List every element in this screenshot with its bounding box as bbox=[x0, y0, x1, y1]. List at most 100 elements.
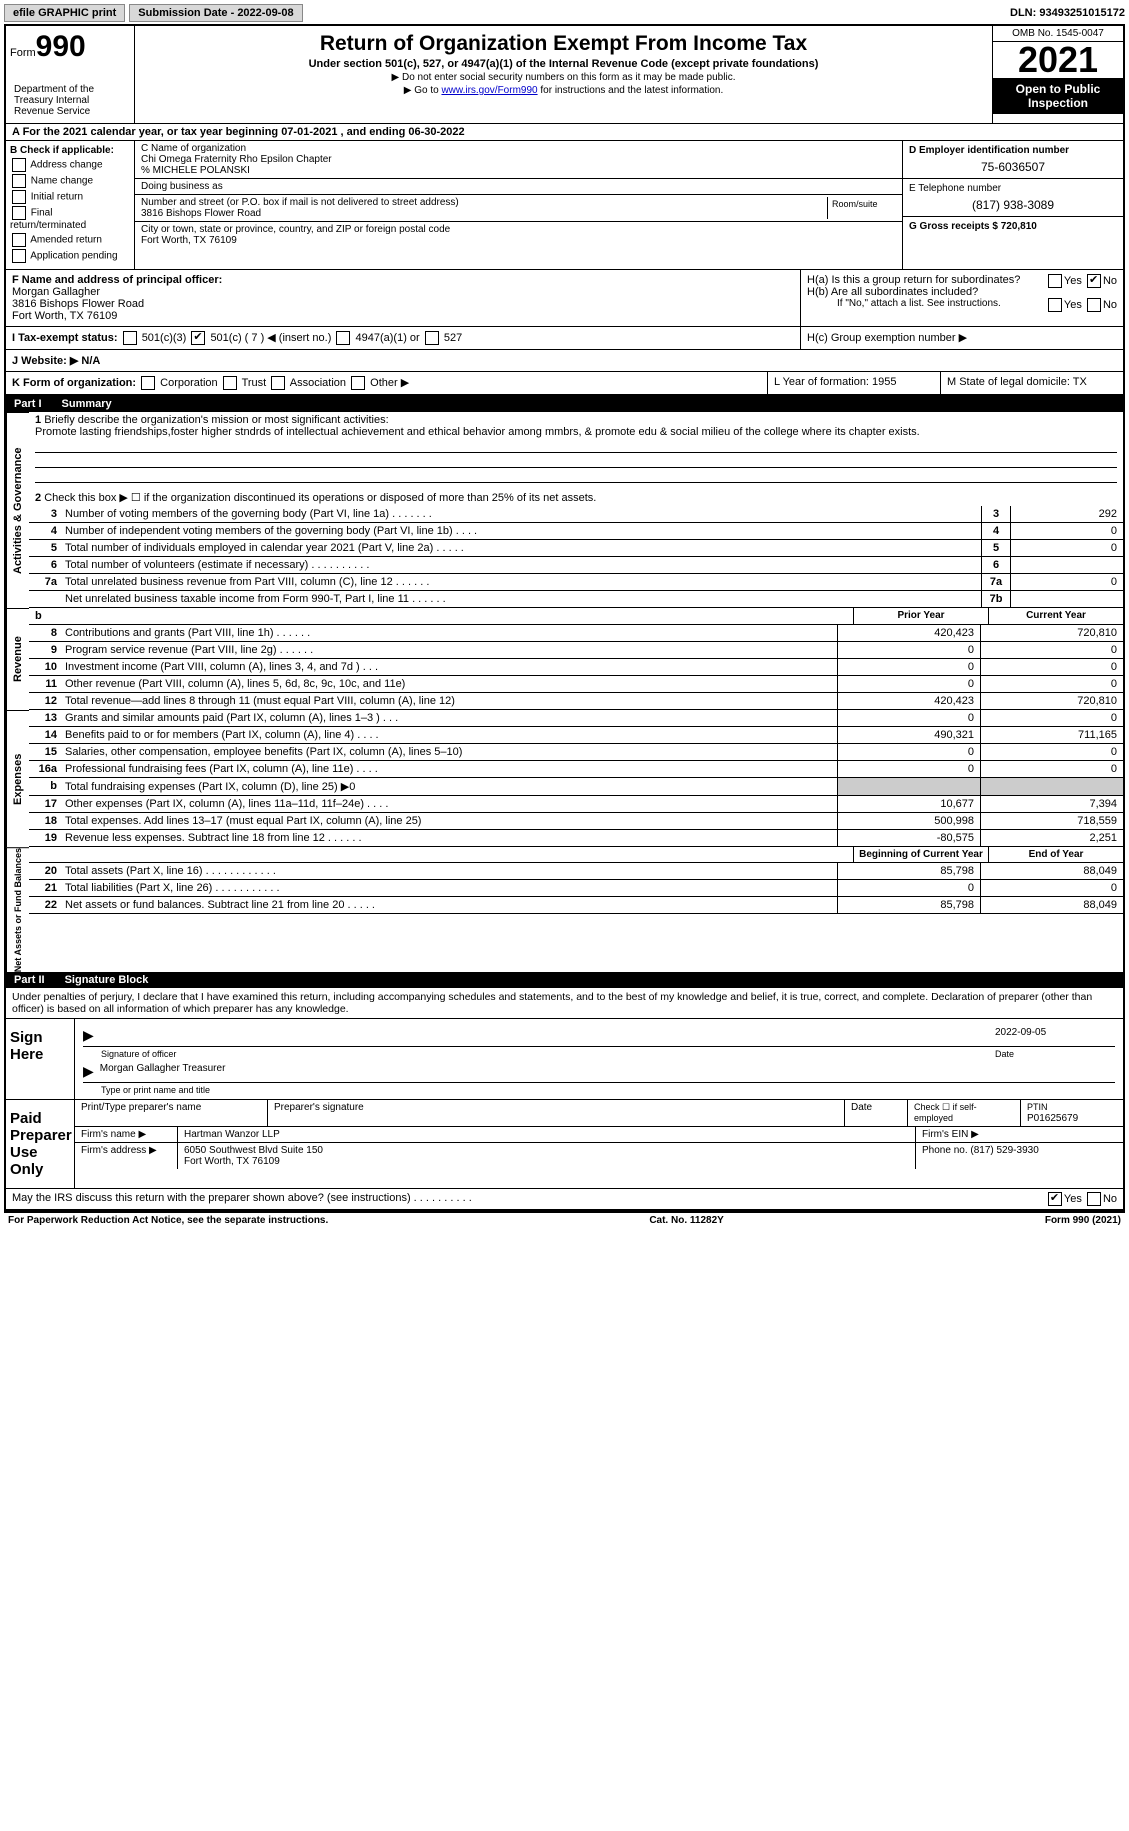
summary-line: 20Total assets (Part X, line 16) . . . .… bbox=[29, 863, 1123, 880]
inspection-label: Open to Public Inspection bbox=[993, 78, 1123, 114]
revenue-section: Revenue b Prior Year Current Year 8Contr… bbox=[6, 608, 1123, 710]
col-d: D Employer identification number 75-6036… bbox=[903, 141, 1123, 269]
note-link: ▶ Go to www.irs.gov/Form990 for instruct… bbox=[143, 85, 984, 96]
check-pending[interactable]: Application pending bbox=[10, 249, 130, 263]
dept: Department of the Treasury Internal Reve… bbox=[10, 82, 130, 119]
summary-line: 17Other expenses (Part IX, column (A), l… bbox=[29, 796, 1123, 813]
form-number: 990 bbox=[36, 30, 86, 63]
care-of: % MICHELE POLANSKI bbox=[141, 165, 896, 176]
ptin: P01625679 bbox=[1027, 1113, 1078, 1124]
col-l: L Year of formation: 1955 bbox=[768, 372, 941, 394]
perjury-text: Under penalties of perjury, I declare th… bbox=[6, 988, 1123, 1018]
expense-section: Expenses 13Grants and similar amounts pa… bbox=[6, 710, 1123, 847]
irs-link[interactable]: www.irs.gov/Form990 bbox=[441, 85, 537, 96]
col-i: I Tax-exempt status: 501(c)(3) 501(c) ( … bbox=[6, 327, 801, 349]
firm-name: Hartman Wanzor LLP bbox=[178, 1127, 916, 1142]
summary-line: 19Revenue less expenses. Subtract line 1… bbox=[29, 830, 1123, 847]
sign-here-label: Sign Here bbox=[6, 1019, 75, 1099]
footer: For Paperwork Reduction Act Notice, see … bbox=[4, 1213, 1125, 1228]
col-b-header: B Check if applicable: bbox=[10, 145, 114, 156]
phone: (817) 938-3089 bbox=[909, 198, 1117, 212]
arrow-icon: ▶ bbox=[83, 1063, 94, 1080]
summary-line: 15Salaries, other compensation, employee… bbox=[29, 744, 1123, 761]
summary-line: Net unrelated business taxable income fr… bbox=[29, 591, 1123, 608]
form-box: Form990 Department of the Treasury Inter… bbox=[6, 26, 135, 123]
footer-center: Cat. No. 11282Y bbox=[649, 1215, 723, 1226]
part-1-header: Part I Summary bbox=[6, 396, 1123, 412]
row-fh: F Name and address of principal officer:… bbox=[6, 270, 1123, 327]
summary-line: bTotal fundraising expenses (Part IX, co… bbox=[29, 778, 1123, 796]
footer-left: For Paperwork Reduction Act Notice, see … bbox=[8, 1215, 328, 1226]
firm-address: 6050 Southwest Blvd Suite 150Fort Worth,… bbox=[178, 1143, 916, 1169]
gross-row: G Gross receipts $ 720,810 bbox=[903, 217, 1123, 236]
check-name[interactable]: Name change bbox=[10, 174, 130, 188]
form-label: Form bbox=[10, 47, 36, 59]
col-m: M State of legal domicile: TX bbox=[941, 372, 1123, 394]
submission-date: Submission Date - 2022-09-08 bbox=[129, 4, 302, 22]
preparer-grid: Print/Type preparer's name Preparer's si… bbox=[75, 1100, 1123, 1188]
side-governance: Activities & Governance bbox=[6, 412, 29, 608]
mission-text: Promote lasting friendships,foster highe… bbox=[35, 426, 920, 438]
side-expenses: Expenses bbox=[6, 710, 29, 847]
year-box: OMB No. 1545-0047 2021 Open to Public In… bbox=[992, 26, 1123, 123]
col-b: B Check if applicable: Address change Na… bbox=[6, 141, 135, 269]
officer-name: Morgan Gallagher bbox=[12, 286, 100, 298]
tax-year: 2021 bbox=[993, 42, 1123, 78]
preparer-phone: Phone no. (817) 529-3930 bbox=[916, 1143, 1123, 1169]
footer-right: Form 990 (2021) bbox=[1045, 1215, 1121, 1226]
officer-street: 3816 Bishops Flower Road bbox=[12, 298, 144, 310]
row-ih: I Tax-exempt status: 501(c)(3) 501(c) ( … bbox=[6, 327, 1123, 350]
line-1: 1 Briefly describe the organization's mi… bbox=[29, 412, 1123, 489]
summary-line: 8Contributions and grants (Part VIII, li… bbox=[29, 625, 1123, 642]
street: 3816 Bishops Flower Road bbox=[141, 208, 827, 219]
form-subtitle: Under section 501(c), 527, or 4947(a)(1)… bbox=[143, 58, 984, 70]
col-hc: H(c) Group exemption number ▶ bbox=[801, 327, 1123, 349]
efile-button[interactable]: efile GRAPHIC print bbox=[4, 4, 125, 22]
line-2: 2 Check this box ▶ ☐ if the organization… bbox=[29, 489, 1123, 506]
row-klm: K Form of organization: Corporation Trus… bbox=[6, 372, 1123, 396]
city-row: City or town, state or province, country… bbox=[135, 222, 902, 248]
check-final[interactable]: Final return/terminated bbox=[10, 206, 130, 231]
check-amended[interactable]: Amended return bbox=[10, 233, 130, 247]
summary-line: 9Program service revenue (Part VIII, lin… bbox=[29, 642, 1123, 659]
col-c: C Name of organization Chi Omega Fratern… bbox=[135, 141, 903, 269]
topbar: efile GRAPHIC print Submission Date - 20… bbox=[4, 4, 1125, 22]
summary-line: 18Total expenses. Add lines 13–17 (must … bbox=[29, 813, 1123, 830]
org-name-row: C Name of organization Chi Omega Fratern… bbox=[135, 141, 902, 179]
ein: 75-6036507 bbox=[909, 160, 1117, 174]
sign-content: ▶ 2022-09-05 Signature of officerDate ▶ … bbox=[75, 1019, 1123, 1099]
summary-line: 7aTotal unrelated business revenue from … bbox=[29, 574, 1123, 591]
officer-city: Fort Worth, TX 76109 bbox=[12, 310, 117, 322]
col-f: F Name and address of principal officer:… bbox=[6, 270, 801, 326]
summary-line: 22Net assets or fund balances. Subtract … bbox=[29, 897, 1123, 914]
summary-line: 13Grants and similar amounts paid (Part … bbox=[29, 710, 1123, 727]
signer-name: Morgan Gallagher Treasurer bbox=[100, 1063, 226, 1080]
header-center: Return of Organization Exempt From Incom… bbox=[135, 26, 992, 123]
ein-row: D Employer identification number 75-6036… bbox=[903, 141, 1123, 179]
summary-line: 3Number of voting members of the governi… bbox=[29, 506, 1123, 523]
side-net: Net Assets or Fund Balances bbox=[6, 847, 29, 972]
summary-line: 10Investment income (Part VIII, column (… bbox=[29, 659, 1123, 676]
discuss-row: May the IRS discuss this return with the… bbox=[6, 1188, 1123, 1211]
dln: DLN: 93493251015172 bbox=[1010, 7, 1125, 19]
row-j: J Website: ▶ N/A bbox=[6, 350, 1123, 372]
summary-line: 12Total revenue—add lines 8 through 11 (… bbox=[29, 693, 1123, 710]
rev-header: b Prior Year Current Year bbox=[29, 608, 1123, 625]
check-initial[interactable]: Initial return bbox=[10, 190, 130, 204]
summary-line: 14Benefits paid to or for members (Part … bbox=[29, 727, 1123, 744]
preparer-label: Paid Preparer Use Only bbox=[6, 1100, 75, 1188]
note-ssn: ▶ Do not enter social security numbers o… bbox=[143, 72, 984, 83]
side-revenue: Revenue bbox=[6, 608, 29, 710]
activities-section: Activities & Governance 1 Briefly descri… bbox=[6, 412, 1123, 608]
summary-line: 16aProfessional fundraising fees (Part I… bbox=[29, 761, 1123, 778]
form-container: Form990 Department of the Treasury Inter… bbox=[4, 24, 1125, 1213]
sign-section: Sign Here ▶ 2022-09-05 Signature of offi… bbox=[6, 1018, 1123, 1099]
dba-row: Doing business as bbox=[135, 179, 902, 195]
check-address[interactable]: Address change bbox=[10, 158, 130, 172]
phone-row: E Telephone number (817) 938-3089 bbox=[903, 179, 1123, 217]
org-name: Chi Omega Fraternity Rho Epsilon Chapter bbox=[141, 154, 896, 165]
arrow-icon: ▶ bbox=[83, 1027, 94, 1044]
net-header: Beginning of Current Year End of Year bbox=[29, 847, 1123, 863]
header-row: Form990 Department of the Treasury Inter… bbox=[6, 26, 1123, 124]
col-k: K Form of organization: Corporation Trus… bbox=[6, 372, 768, 394]
